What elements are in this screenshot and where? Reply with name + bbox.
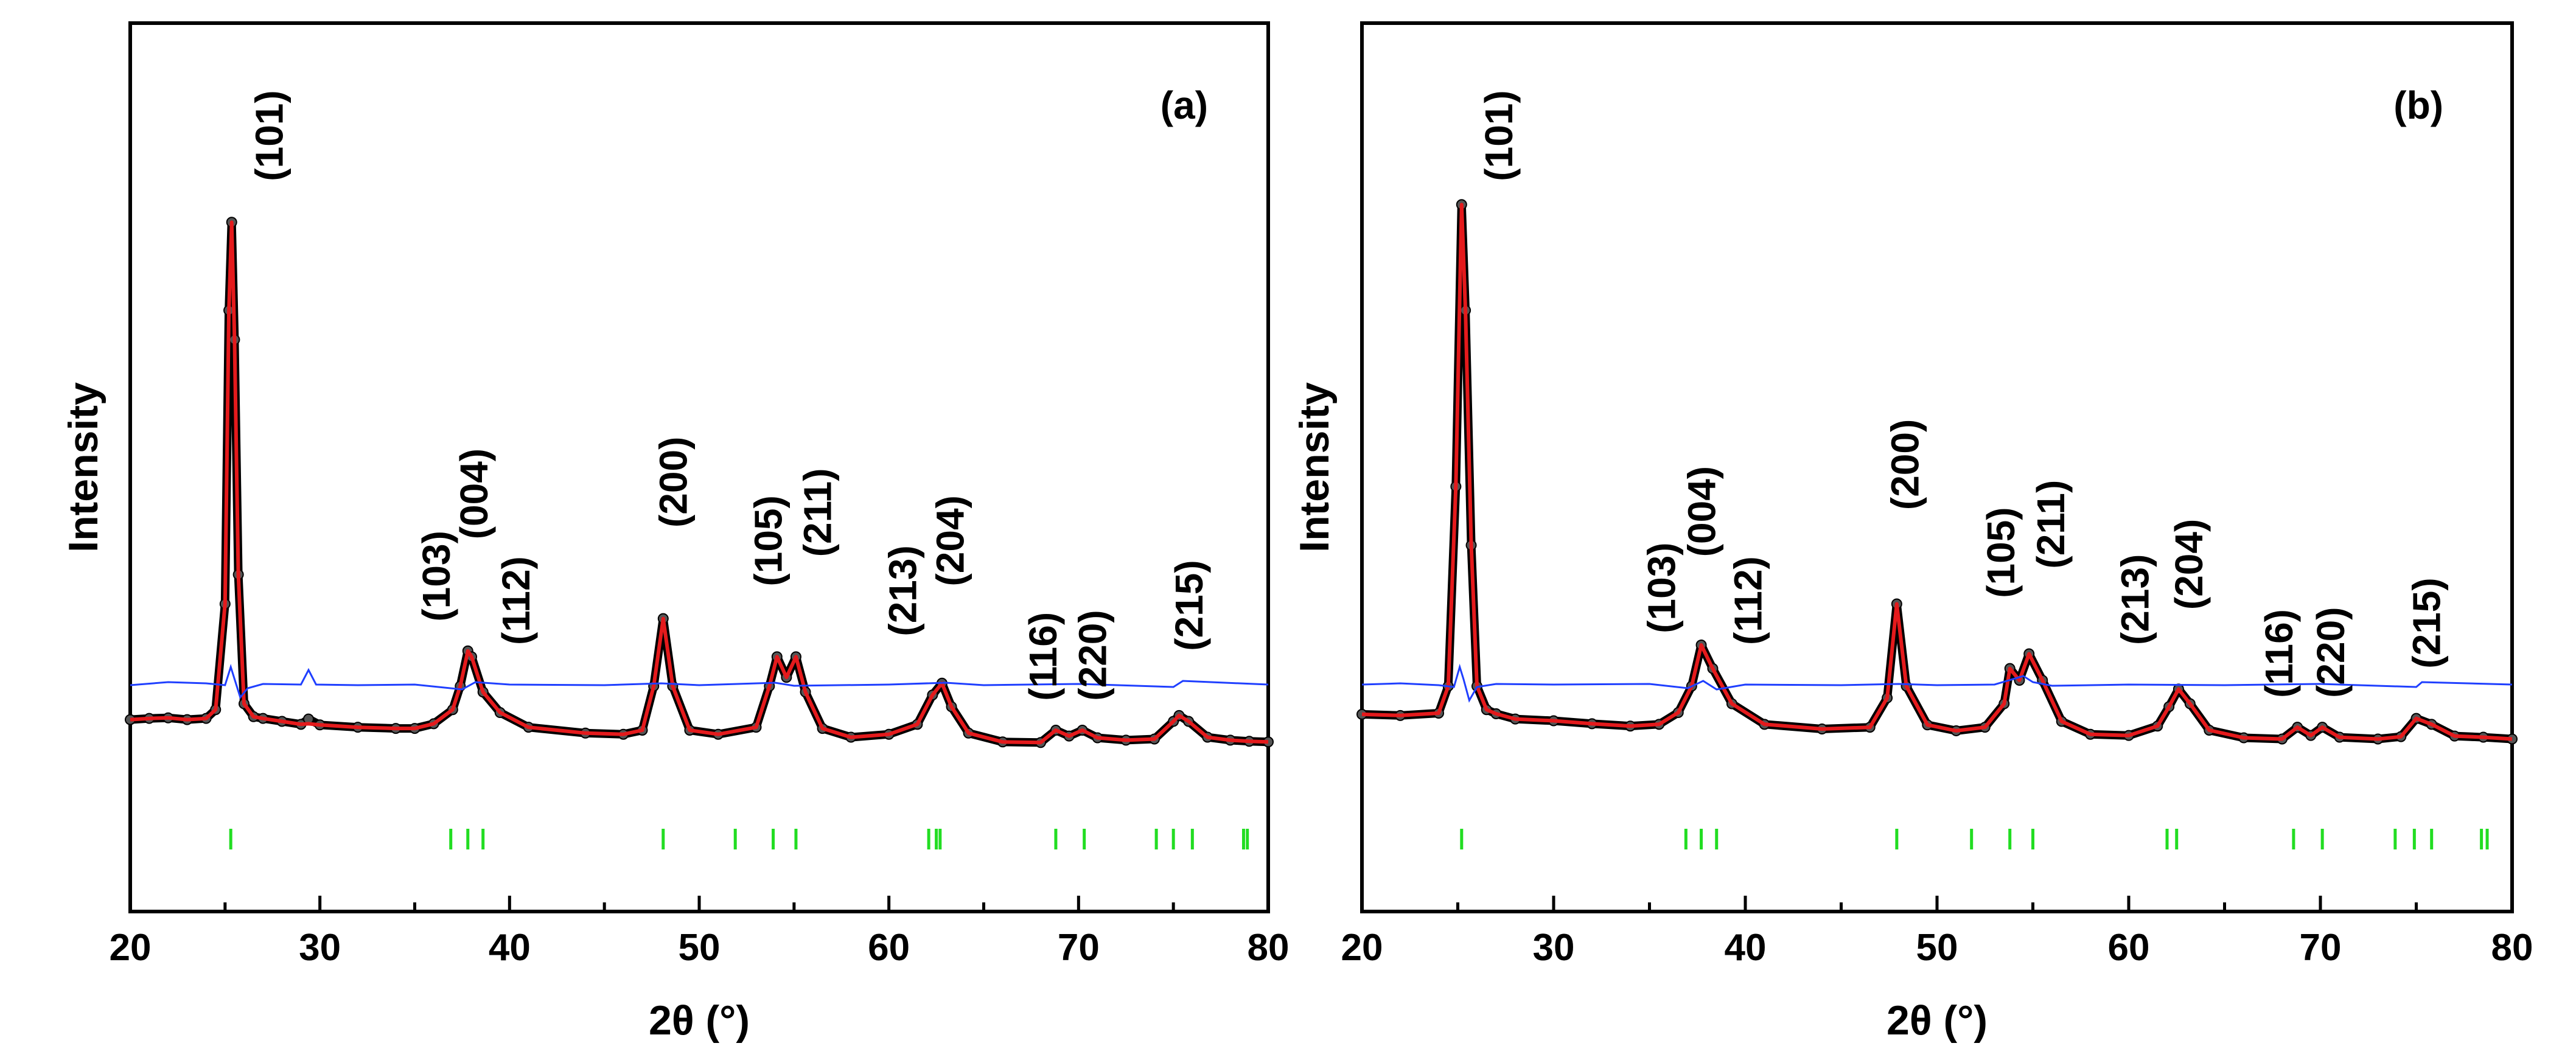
peak-label: (103) [1640, 542, 1684, 633]
panel-b-ticks: 20 30 40 50 60 70 80 [1341, 896, 2533, 969]
x-tick-label: 80 [1248, 927, 1290, 969]
peak-label: (220) [2309, 607, 2353, 697]
x-tick-label: 40 [489, 927, 531, 969]
panel-b-ylabel: Intensity [1291, 382, 1338, 553]
peak-label: (211) [2029, 480, 2073, 569]
panel-b-label: (b) [2393, 83, 2443, 127]
peak-label: (213) [2114, 554, 2157, 645]
peak-label: (215) [2405, 577, 2449, 668]
peak-label: (101) [248, 90, 291, 181]
panel-a-ylabel: Intensity [60, 382, 106, 553]
peak-label: (213) [881, 545, 925, 636]
peak-label: (004) [452, 448, 496, 539]
x-tick-label: 50 [1916, 927, 1958, 969]
peak-label: (105) [1979, 507, 2023, 598]
panel-a: (a) Intensity 2θ (°) 20 30 40 50 60 70 80 (101… [60, 21, 1290, 1044]
x-tick-label: 80 [2491, 927, 2533, 969]
x-tick-label: 40 [1725, 927, 1767, 969]
peak-label: (211) [795, 468, 839, 557]
panel-b: (b) Intensity 2θ (°) 20 30 40 50 60 70 80 (101… [1291, 21, 2533, 1044]
calculated-series-line [130, 220, 1269, 745]
peak-label: (215) [1167, 560, 1211, 650]
peak-label: (004) [1680, 466, 1724, 557]
x-tick-label: 60 [868, 927, 910, 969]
difference-series-line [130, 663, 1269, 700]
x-tick-label: 70 [2300, 927, 2342, 969]
peak-label: (112) [1726, 556, 1770, 645]
peak-label: (116) [2257, 609, 2301, 698]
panel-b-xlabel: 2θ (°) [1887, 997, 1988, 1044]
peak-label: (204) [929, 495, 972, 586]
x-tick-label: 60 [2108, 927, 2150, 969]
calculated-series-line [1361, 203, 2513, 741]
panel-b-frame [1360, 21, 2514, 913]
x-tick-label: 50 [679, 927, 721, 969]
panel-b-plot: (101) (103)(004)(112) (200) (105) (211) (213)… [1356, 90, 2518, 849]
peak-label: (220) [1070, 610, 1114, 700]
x-tick-label: 30 [299, 927, 341, 969]
panel-a-label: (a) [1161, 83, 1208, 127]
panel-a-ticks: 20 30 40 50 60 70 80 [110, 896, 1290, 969]
peak-label: (200) [1883, 419, 1927, 510]
peak-label: (204) [2167, 519, 2211, 610]
peak-label: (116) [1021, 612, 1065, 701]
panel-a-xlabel: 2θ (°) [649, 997, 750, 1044]
peak-label: (105) [746, 495, 790, 586]
panel-a-plot: (101) (103)(004) (112) (200) (105) (211) (213)… [125, 90, 1274, 849]
peak-label: (112) [494, 556, 538, 645]
x-tick-label: 30 [1533, 927, 1575, 969]
difference-series-line [1361, 663, 2513, 703]
peak-label: (200) [652, 437, 696, 528]
x-tick-label: 20 [110, 927, 152, 969]
peak-label: (101) [1477, 90, 1521, 181]
panel-a-frame [128, 21, 1270, 913]
peak-label: (103) [414, 531, 458, 621]
x-tick-label: 70 [1058, 927, 1100, 969]
x-tick-label: 20 [1341, 927, 1383, 969]
